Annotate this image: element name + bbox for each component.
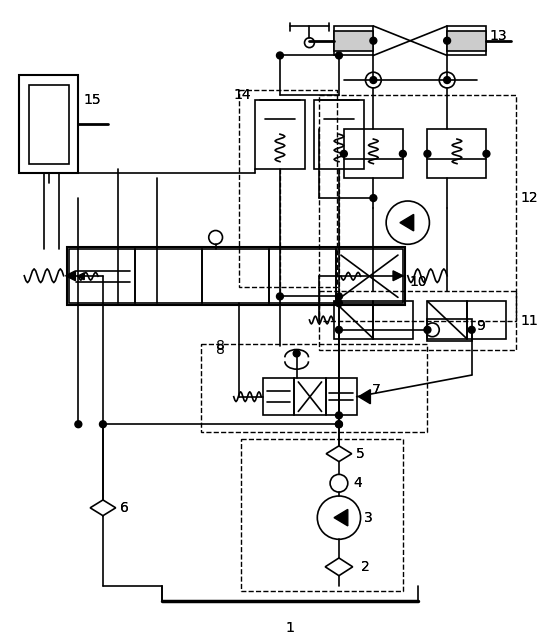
Text: 11: 11 xyxy=(521,314,539,328)
Text: 9: 9 xyxy=(477,319,486,333)
Bar xyxy=(334,26,373,56)
Text: 7: 7 xyxy=(372,383,380,397)
Polygon shape xyxy=(400,214,414,231)
Bar xyxy=(263,378,294,415)
Text: 14: 14 xyxy=(234,88,252,102)
Polygon shape xyxy=(393,271,403,281)
Bar xyxy=(29,85,69,163)
Polygon shape xyxy=(326,446,352,462)
Text: 15: 15 xyxy=(84,93,101,107)
Circle shape xyxy=(336,421,342,427)
Circle shape xyxy=(276,293,283,300)
Bar xyxy=(447,31,487,50)
Bar xyxy=(427,301,467,339)
Text: 11: 11 xyxy=(521,314,539,328)
Circle shape xyxy=(424,151,431,157)
Text: 8: 8 xyxy=(216,339,225,353)
Polygon shape xyxy=(90,500,116,516)
Text: 3: 3 xyxy=(363,510,372,524)
Circle shape xyxy=(370,77,377,84)
Text: 6: 6 xyxy=(119,501,128,515)
Bar xyxy=(427,319,472,341)
Circle shape xyxy=(336,52,342,59)
Bar xyxy=(427,130,487,179)
Circle shape xyxy=(293,350,300,357)
Circle shape xyxy=(336,412,342,419)
Circle shape xyxy=(468,327,475,333)
Text: 9: 9 xyxy=(477,319,486,333)
Text: 15: 15 xyxy=(84,93,101,107)
Bar xyxy=(334,301,373,339)
Text: 13: 13 xyxy=(489,29,507,43)
Circle shape xyxy=(336,300,342,307)
Text: 8: 8 xyxy=(216,343,225,357)
Text: 7: 7 xyxy=(372,383,380,397)
Bar xyxy=(202,249,269,303)
Bar xyxy=(69,249,135,303)
Text: 1: 1 xyxy=(285,621,294,635)
Circle shape xyxy=(444,77,451,84)
Text: 5: 5 xyxy=(356,447,364,461)
Bar xyxy=(447,26,487,56)
Circle shape xyxy=(399,151,406,157)
Circle shape xyxy=(336,293,342,300)
Bar xyxy=(294,378,326,415)
Bar xyxy=(314,100,363,168)
Circle shape xyxy=(336,421,342,427)
Polygon shape xyxy=(334,509,348,526)
Bar xyxy=(255,100,305,168)
Text: 3: 3 xyxy=(363,510,372,524)
Text: 2: 2 xyxy=(361,560,369,574)
Text: 2: 2 xyxy=(361,560,369,574)
Polygon shape xyxy=(66,271,75,281)
Circle shape xyxy=(341,151,347,157)
Bar xyxy=(344,130,403,179)
Bar xyxy=(135,249,202,303)
Circle shape xyxy=(370,37,377,44)
Bar xyxy=(66,248,405,305)
Bar xyxy=(334,31,373,50)
Text: 14: 14 xyxy=(234,88,252,102)
Text: 10: 10 xyxy=(410,274,427,288)
Bar xyxy=(269,249,336,303)
Bar xyxy=(467,301,506,339)
Circle shape xyxy=(483,151,490,157)
Polygon shape xyxy=(77,273,84,279)
Text: 4: 4 xyxy=(354,476,362,490)
Text: 12: 12 xyxy=(521,191,539,205)
Polygon shape xyxy=(395,272,402,279)
Circle shape xyxy=(370,195,377,202)
Text: 13: 13 xyxy=(489,29,507,43)
Bar xyxy=(336,249,403,303)
Circle shape xyxy=(444,37,451,44)
Polygon shape xyxy=(325,558,353,575)
Circle shape xyxy=(424,327,431,333)
Bar xyxy=(373,301,413,339)
Text: 1: 1 xyxy=(285,621,294,635)
Text: 10: 10 xyxy=(410,274,427,288)
Text: 6: 6 xyxy=(119,501,128,515)
Circle shape xyxy=(336,327,342,333)
Circle shape xyxy=(75,421,82,427)
Circle shape xyxy=(100,421,106,427)
Text: 12: 12 xyxy=(521,191,539,205)
Polygon shape xyxy=(358,390,371,404)
Circle shape xyxy=(276,52,283,59)
Bar xyxy=(326,378,357,415)
Bar xyxy=(19,75,79,174)
Text: 4: 4 xyxy=(354,476,362,490)
Text: 5: 5 xyxy=(356,447,364,461)
